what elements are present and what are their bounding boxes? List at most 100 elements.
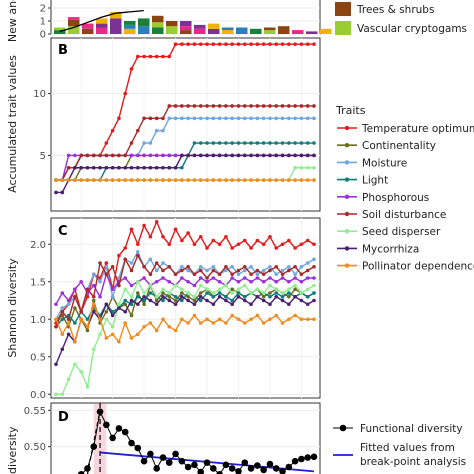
- panel-b-point-temperature-optimum: [287, 42, 291, 46]
- panel-b-point-phosphorous: [136, 153, 140, 158]
- panel-a-bar-segment: [68, 19, 80, 27]
- panel-b-point-mycorrhiza: [242, 153, 247, 158]
- panel-b-point-soil-disturbance: [85, 153, 90, 158]
- panel-a-bar-segment: [82, 28, 94, 34]
- panel-c-point-temperature-optimum: [211, 238, 216, 243]
- panel-d-functional-diversity-point: [178, 457, 186, 465]
- panel-b-point-light: [249, 141, 253, 145]
- panel-c-point-mycorrhiza: [167, 298, 172, 303]
- panel-d-letter: D: [58, 410, 69, 425]
- panel-c-point-temperature-optimum: [280, 242, 285, 247]
- panel-c-point-continentality: [129, 313, 134, 318]
- panel-c-point-phosphorous: [268, 276, 272, 280]
- panel-c-point-pollinator-dependence: [242, 321, 247, 325]
- panel-b-point-soil-disturbance: [198, 104, 203, 108]
- panel-c-point-soil-disturbance: [280, 272, 285, 277]
- panel-b-point-temperature-optimum: [255, 42, 260, 46]
- panel-c-point-light: [224, 294, 228, 299]
- panel-c-point-mycorrhiza: [293, 294, 297, 299]
- panel-c-point-soil-disturbance: [249, 272, 253, 277]
- panel-c-point-seed-disperser: [123, 287, 128, 292]
- panel-b-point-light: [211, 141, 216, 145]
- panel-c-point-soil-disturbance: [299, 272, 304, 277]
- panel-c-point-temperature-optimum: [180, 238, 184, 243]
- panel-c-point-phosphorous: [66, 298, 71, 303]
- panel-b-point-pollinator-dependence: [180, 178, 184, 182]
- panel-d-frame: [50, 402, 321, 474]
- panel-b-point-moisture: [180, 116, 184, 121]
- panel-a-bar-segment: [236, 27, 248, 34]
- panel-a-bar-segment: [96, 27, 108, 34]
- panel-b-point-light: [217, 141, 222, 145]
- panel-c-point-moisture: [110, 294, 115, 299]
- panel-c-point-continentality: [123, 302, 128, 307]
- panel-c-point-temperature-optimum: [224, 234, 228, 239]
- panel-c-point-mycorrhiza: [136, 302, 140, 307]
- panel-b-point-soil-disturbance: [280, 104, 285, 108]
- panel-c-point-moisture: [60, 306, 65, 310]
- panel-b-point-soil-disturbance: [148, 116, 153, 121]
- panel-c-point-pollinator-dependence: [211, 321, 216, 325]
- panel-c-point-mycorrhiza: [110, 313, 115, 318]
- panel-b-point-pollinator-dependence: [136, 178, 140, 182]
- panel-d-functional-diversity-point: [279, 468, 286, 474]
- panel-b-point-light: [236, 141, 241, 145]
- panel-c-point-seed-disperser: [299, 291, 304, 295]
- panel-d-functional-diversity-point: [266, 460, 274, 468]
- traits-legend-label: Temperature optimum: [361, 123, 474, 135]
- panel-c-point-mycorrhiza: [123, 309, 128, 314]
- panel-c-point-continentality: [104, 309, 109, 314]
- panel-c-point-seed-disperser: [312, 283, 316, 288]
- panel-a-bar-segment: [264, 27, 276, 31]
- panel-b-point-mycorrhiza: [255, 153, 260, 158]
- panel-b-point-mycorrhiza: [79, 165, 83, 170]
- panel-a-legend-label: Trees & shrubs: [356, 4, 434, 16]
- panel-a-ytick-label: 2: [40, 4, 46, 15]
- panel-c-point-phosphorous: [299, 279, 304, 284]
- panel-b-point-light: [230, 141, 234, 145]
- panel-b-point-pollinator-dependence: [198, 178, 203, 182]
- panel-c-point-mycorrhiza: [54, 362, 58, 367]
- panel-c-point-phosphorous: [287, 279, 291, 284]
- panel-c-point-moisture: [154, 268, 159, 273]
- panel-b-point-soil-disturbance: [154, 116, 159, 121]
- panel-c-point-temperature-optimum: [85, 294, 90, 299]
- panel-b-point-pollinator-dependence: [161, 178, 165, 182]
- panel-b-point-light: [280, 141, 285, 145]
- panel-c-point-light: [142, 298, 146, 303]
- panel-a-ylabel: New and: [6, 0, 19, 42]
- panel-c-point-seed-disperser: [217, 287, 222, 292]
- panel-d-functional-diversity-point: [153, 465, 160, 472]
- panel-b-point-phosphorous: [148, 153, 153, 158]
- panel-c-point-moisture: [98, 279, 102, 284]
- panel-b-point-pollinator-dependence: [117, 178, 121, 182]
- panel-c-point-seed-disperser: [98, 332, 102, 337]
- panel-c-point-mycorrhiza: [305, 302, 310, 307]
- panel-c-point-mycorrhiza: [198, 294, 203, 299]
- panel-c-point-soil-disturbance: [161, 268, 165, 273]
- panel-c-point-light: [230, 298, 234, 303]
- panel-c-point-soil-disturbance: [287, 268, 291, 273]
- panel-c-point-pollinator-dependence: [167, 324, 172, 329]
- panel-c-point-mycorrhiza: [230, 302, 234, 307]
- panel-c-point-mycorrhiza: [255, 294, 260, 299]
- panel-a-bar-segment: [124, 21, 136, 25]
- panel-b-point-pollinator-dependence: [73, 178, 77, 182]
- panel-c-point-phosphorous: [236, 279, 241, 284]
- panel-c-point-light: [268, 294, 272, 299]
- panel-c-frame: [50, 217, 321, 399]
- panel-c-point-pollinator-dependence: [85, 324, 90, 329]
- panel-b-point-pollinator-dependence: [217, 178, 222, 182]
- panel-b-point-soil-disturbance: [79, 153, 83, 158]
- panel-b-point-light: [192, 141, 197, 145]
- panel-d-functional-diversity-point: [159, 454, 167, 461]
- panel-d-functional-diversity-point: [260, 466, 267, 474]
- panel-b-point-light: [224, 141, 228, 145]
- panel-c-point-mycorrhiza: [280, 298, 285, 303]
- panel-b-point-moisture: [211, 116, 216, 121]
- panel-c-point-moisture: [66, 302, 71, 307]
- panel-c-point-pollinator-dependence: [180, 317, 184, 322]
- panel-c-point-temperature-optimum: [136, 242, 140, 247]
- panel-b-point-mycorrhiza: [167, 165, 172, 170]
